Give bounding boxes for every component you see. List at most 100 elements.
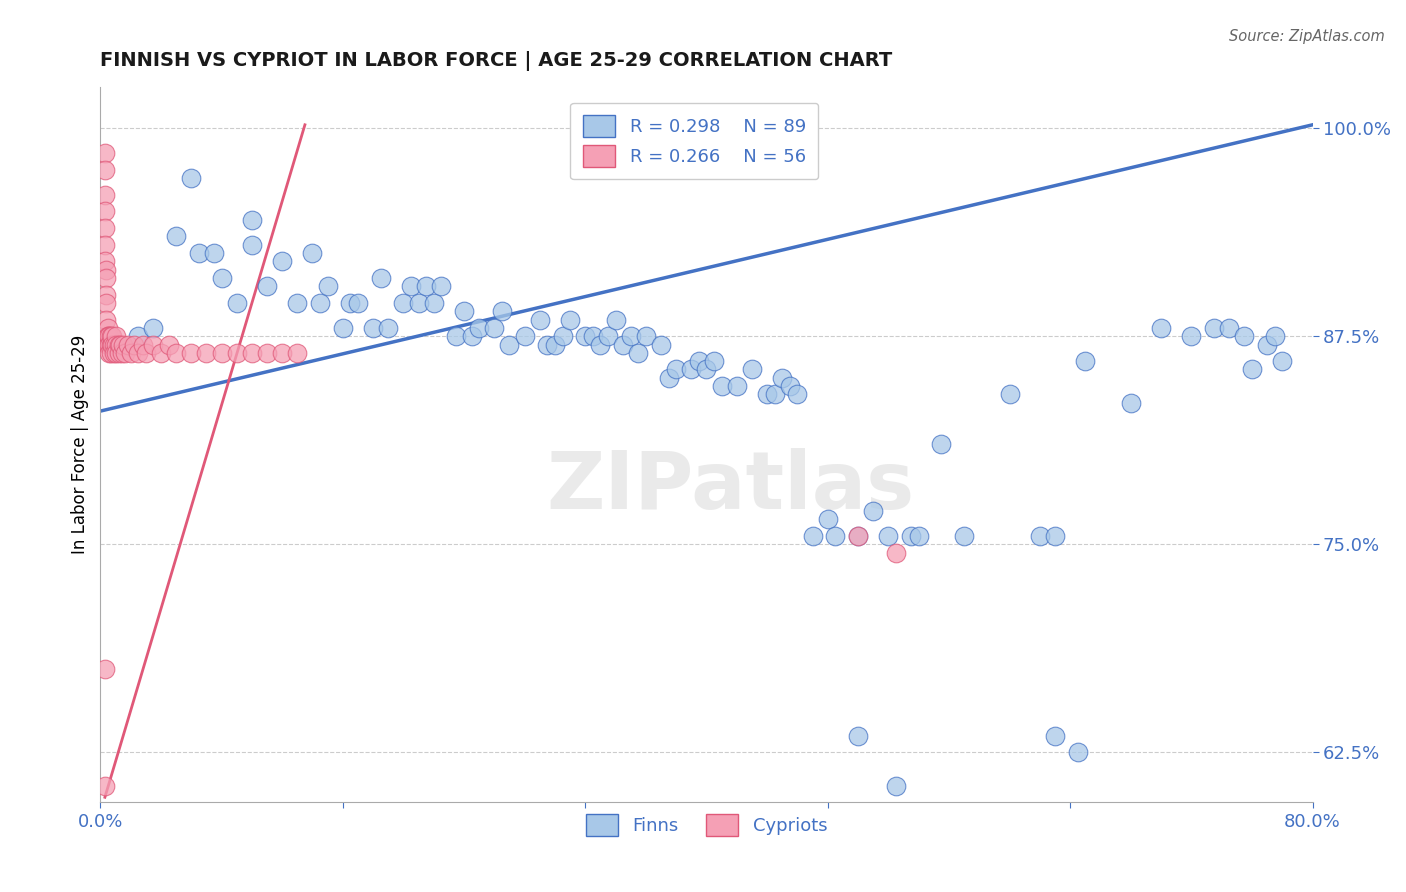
Cypriots [97,321,120,335]
Finns [1150,321,1173,335]
Cypriots [103,337,125,351]
Finns [536,337,558,351]
Finns [460,329,482,343]
Finns [1271,354,1294,368]
Finns [665,362,688,376]
Cypriots [101,337,124,351]
Cypriots [211,346,233,360]
Finns [484,321,506,335]
Finns [551,329,574,343]
Cypriots [104,337,127,351]
Cypriots [96,296,118,310]
Cypriots [98,346,121,360]
Cypriots [97,337,120,351]
Cypriots [94,162,117,177]
Finns [491,304,513,318]
Finns [681,362,703,376]
Legend: Finns, Cypriots: Finns, Cypriots [578,807,835,843]
Finns [180,171,202,186]
Finns [846,529,869,543]
Finns [142,321,165,335]
Text: Source: ZipAtlas.com: Source: ZipAtlas.com [1229,29,1385,44]
Finns [1256,337,1278,351]
Cypriots [100,346,122,360]
Finns [1233,329,1256,343]
Finns [422,296,444,310]
Finns [399,279,422,293]
Finns [446,329,468,343]
Finns [498,337,520,351]
Finns [574,329,596,343]
Finns [256,279,278,293]
Finns [347,296,370,310]
Finns [846,729,869,743]
Finns [725,379,748,393]
Finns [884,779,907,793]
Cypriots [98,337,121,351]
Cypriots [96,312,118,326]
Cypriots [112,337,135,351]
Finns [862,504,884,518]
Cypriots [96,271,118,285]
Finns [650,337,672,351]
Finns [544,337,567,351]
Finns [998,387,1021,401]
Finns [688,354,710,368]
Finns [392,296,415,310]
Finns [612,337,634,351]
Finns [558,312,581,326]
Finns [468,321,491,335]
Finns [271,254,294,268]
Cypriots [884,545,907,559]
Finns [225,296,247,310]
Cypriots [94,204,117,219]
Cypriots [117,337,139,351]
Finns [1074,354,1097,368]
Cypriots [108,337,131,351]
Cypriots [114,346,136,360]
Finns [703,354,725,368]
Cypriots [225,346,247,360]
Cypriots [122,337,145,351]
Finns [1067,745,1090,759]
Finns [907,529,929,543]
Finns [377,321,399,335]
Finns [953,529,976,543]
Cypriots [94,146,117,161]
Finns [430,279,453,293]
Cypriots [120,346,142,360]
Cypriots [104,329,127,343]
Finns [1180,329,1202,343]
Finns [634,329,657,343]
Finns [596,329,619,343]
Finns [786,387,808,401]
Cypriots [157,337,180,351]
Finns [817,512,839,526]
Cypriots [96,262,118,277]
Finns [332,321,354,335]
Cypriots [100,329,122,343]
Finns [211,271,233,285]
Cypriots [94,662,117,676]
Finns [756,387,779,401]
Finns [824,529,846,543]
Finns [408,296,430,310]
Finns [582,329,605,343]
Cypriots [98,329,121,343]
Cypriots [97,337,120,351]
Finns [658,371,681,385]
Cypriots [103,346,125,360]
Finns [240,212,263,227]
Finns [1119,396,1142,410]
Finns [763,387,786,401]
Finns [316,279,339,293]
Cypriots [271,346,294,360]
Finns [127,329,149,343]
Cypriots [127,346,149,360]
Finns [1029,529,1052,543]
Finns [370,271,392,285]
Cypriots [94,779,117,793]
Finns [1043,529,1066,543]
Cypriots [97,329,120,343]
Y-axis label: In Labor Force | Age 25-29: In Labor Force | Age 25-29 [72,334,89,554]
